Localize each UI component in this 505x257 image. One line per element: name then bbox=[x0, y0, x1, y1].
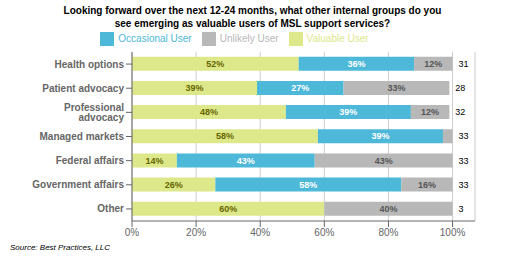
svg-text:33: 33 bbox=[459, 131, 469, 141]
svg-text:Other: Other bbox=[97, 203, 124, 214]
svg-text:58%: 58% bbox=[299, 180, 317, 190]
svg-text:33%: 33% bbox=[387, 83, 405, 93]
svg-text:12%: 12% bbox=[421, 107, 439, 117]
svg-text:3: 3 bbox=[459, 204, 464, 214]
svg-text:40%: 40% bbox=[379, 204, 397, 214]
svg-text:32: 32 bbox=[455, 107, 465, 117]
svg-text:Health options: Health options bbox=[55, 59, 125, 70]
svg-text:52%: 52% bbox=[206, 59, 224, 69]
html-text:Occasional User: Occasional User bbox=[118, 32, 192, 44]
svg-text:39%: 39% bbox=[371, 131, 389, 141]
svg-text:28: 28 bbox=[455, 83, 465, 93]
svg-text:58%: 58% bbox=[216, 131, 234, 141]
svg-text:60%: 60% bbox=[219, 204, 237, 214]
svg-text:39%: 39% bbox=[186, 83, 204, 93]
svg-text:27%: 27% bbox=[291, 83, 309, 93]
svg-text:33: 33 bbox=[459, 156, 469, 166]
svg-text:40%: 40% bbox=[250, 227, 270, 238]
svg-text:20%: 20% bbox=[186, 227, 206, 238]
svg-text:Managed markets: Managed markets bbox=[40, 131, 125, 142]
svg-text:39%: 39% bbox=[339, 107, 357, 117]
svg-text:12%: 12% bbox=[424, 59, 442, 69]
svg-text:Government affairs: Government affairs bbox=[32, 179, 124, 190]
svg-text:100%: 100% bbox=[440, 227, 466, 238]
svg-text:16%: 16% bbox=[418, 180, 436, 190]
svg-text:43%: 43% bbox=[237, 156, 255, 166]
svg-text:Federal affairs: Federal affairs bbox=[56, 155, 125, 166]
svg-text:60%: 60% bbox=[314, 227, 334, 238]
svg-text:43%: 43% bbox=[375, 156, 393, 166]
svg-text:0%: 0% bbox=[125, 227, 140, 238]
html-text:Looking forward over the next: Looking forward over the next 12-24 mont… bbox=[63, 5, 442, 16]
svg-text:48%: 48% bbox=[200, 107, 218, 117]
svg-text:Professionaladvocacy: Professionaladvocacy bbox=[64, 102, 124, 123]
svg-text:33: 33 bbox=[459, 180, 469, 190]
html-text:Source: Best Practices, LLC: Source: Best Practices, LLC bbox=[10, 243, 110, 252]
svg-text:80%: 80% bbox=[378, 227, 398, 238]
html-text:Unlikely User: Unlikely User bbox=[219, 32, 279, 44]
svg-text:14%: 14% bbox=[145, 156, 163, 166]
svg-text:36%: 36% bbox=[347, 59, 365, 69]
svg-text:Patient advocacy: Patient advocacy bbox=[42, 83, 124, 94]
html-text:see emerging as valuable users: see emerging as valuable users of MSL su… bbox=[114, 18, 391, 29]
svg-text:31: 31 bbox=[459, 59, 469, 69]
svg-text:26%: 26% bbox=[165, 180, 183, 190]
html-text:Valuable User: Valuable User bbox=[306, 32, 369, 44]
